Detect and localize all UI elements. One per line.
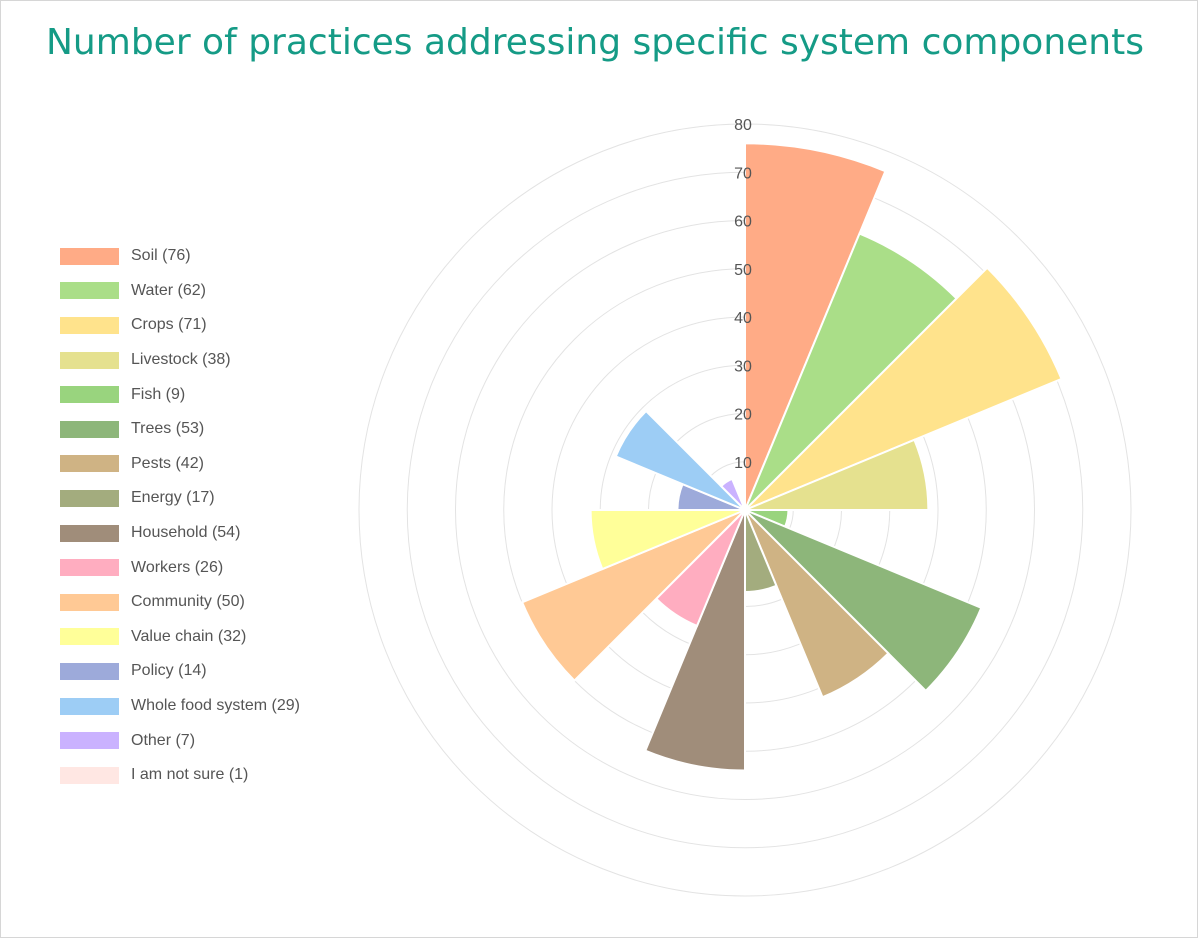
legend-swatch: [60, 732, 119, 750]
sector-i-am-not-sure[interactable]: [741, 504, 746, 511]
legend-swatch: [60, 351, 119, 369]
sector-crops[interactable]: [744, 266, 1063, 511]
legend-swatch: [60, 282, 119, 300]
legend-label: Trees (53): [131, 420, 205, 438]
sector-value-chain[interactable]: [589, 509, 746, 571]
sector-trees[interactable]: [744, 509, 983, 693]
legend-label: Community (50): [131, 593, 245, 611]
sector-soil[interactable]: [744, 142, 887, 511]
legend-label: I am not sure (1): [131, 766, 249, 784]
legend-item[interactable]: I am not sure (1): [60, 758, 360, 793]
legend-label: Policy (14): [131, 662, 207, 680]
legend-label: Workers (26): [131, 558, 224, 576]
legend-swatch: [60, 593, 119, 611]
sector-community[interactable]: [520, 509, 746, 683]
legend-label: Household (54): [131, 524, 241, 542]
sector-water[interactable]: [744, 232, 958, 511]
radial-tick-labels: 10 20 30 40 50 60 70 80: [734, 117, 752, 472]
legend-swatch: [60, 766, 119, 784]
legend-item[interactable]: Policy (14): [60, 654, 360, 689]
legend-item[interactable]: Crops (71): [60, 308, 360, 343]
sector-pests[interactable]: [744, 509, 890, 699]
legend-swatch: [60, 386, 119, 404]
legend-label: Pests (42): [131, 454, 204, 472]
legend-label: Other (7): [131, 731, 196, 749]
legend-item[interactable]: Trees (53): [60, 412, 360, 447]
grid-ring: [358, 123, 1132, 897]
legend-item[interactable]: Other (7): [60, 723, 360, 758]
legend-swatch: [60, 247, 119, 265]
legend-swatch: [60, 697, 119, 715]
legend-swatch: [60, 559, 119, 577]
sector-livestock[interactable]: [744, 438, 930, 511]
legend-swatch: [60, 662, 119, 680]
legend-item[interactable]: Workers (26): [60, 550, 360, 585]
legend-swatch: [60, 628, 119, 646]
legend-label: Value chain (32): [131, 627, 247, 645]
legend-item[interactable]: Value chain (32): [60, 620, 360, 655]
r-tick-label: 30: [734, 358, 752, 375]
legend-item[interactable]: Fish (9): [60, 377, 360, 412]
sector-whole-food-system[interactable]: [614, 409, 746, 511]
chart-title: Number of practices addressing specific …: [46, 22, 1144, 63]
r-tick-label: 70: [734, 165, 752, 182]
legend-swatch: [60, 455, 119, 473]
legend-swatch: [60, 420, 119, 438]
sectors: [520, 142, 1063, 772]
legend-swatch: [60, 489, 119, 507]
legend-item[interactable]: Livestock (38): [60, 343, 360, 378]
legend-label: Livestock (38): [131, 351, 231, 369]
legend-label: Soil (76): [131, 247, 191, 265]
r-tick-label: 40: [734, 310, 752, 327]
legend-swatch: [60, 316, 119, 334]
r-tick-label: 20: [734, 407, 752, 424]
legend-label: Crops (71): [131, 316, 207, 334]
legend-label: Water (62): [131, 281, 206, 299]
legend-item[interactable]: Energy (17): [60, 481, 360, 516]
legend-item[interactable]: Whole food system (29): [60, 689, 360, 724]
sector-household[interactable]: [643, 509, 746, 772]
legend-item[interactable]: Household (54): [60, 516, 360, 551]
legend-item[interactable]: Community (50): [60, 585, 360, 620]
r-tick-label: 80: [734, 117, 752, 134]
legend-item[interactable]: Soil (76): [60, 239, 360, 274]
legend-item[interactable]: Water (62): [60, 274, 360, 309]
legend-label: Energy (17): [131, 489, 215, 507]
legend-label: Fish (9): [131, 385, 186, 403]
sector-other[interactable]: [719, 477, 746, 511]
r-tick-label: 10: [734, 455, 752, 472]
legend-item[interactable]: Pests (42): [60, 447, 360, 482]
r-tick-label: 50: [734, 262, 752, 279]
r-tick-label: 60: [734, 214, 752, 231]
legend-label: Whole food system (29): [131, 697, 300, 715]
chart-legend: Soil (76) Water (62) Crops (71) Livestock (…: [60, 239, 360, 793]
legend-swatch: [60, 524, 119, 542]
